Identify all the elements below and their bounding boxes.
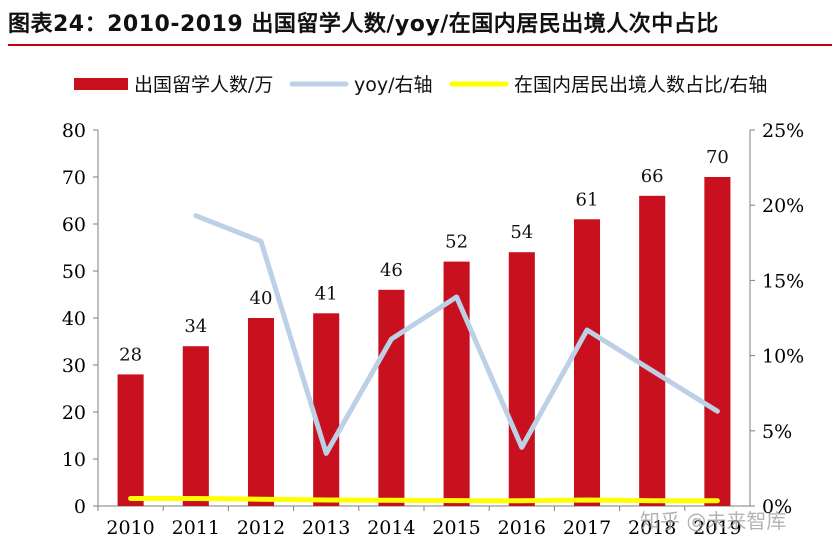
right-tick-label: 0% <box>762 496 792 518</box>
right-tick-label: 15% <box>762 270 804 292</box>
data-labels: 28 34 40 41 46 52 54 61 66 70 <box>119 147 729 365</box>
title-underline <box>8 44 832 46</box>
bar-value-label: 52 <box>445 232 468 253</box>
right-tick-label: 5% <box>762 421 792 443</box>
right-tick-label: 10% <box>762 346 804 368</box>
chart-title: 图表24：2010-2019 出国留学人数/yoy/在国内居民出境人次中占比 <box>8 12 719 37</box>
x-tick-label: 2010 <box>106 517 154 539</box>
bar-2014 <box>378 289 405 506</box>
x-tick-label: 2014 <box>367 517 415 539</box>
bar-value-label: 61 <box>576 189 599 210</box>
right-tick-label: 25% <box>762 120 804 142</box>
bar-value-label: 28 <box>119 344 142 365</box>
bar-2017 <box>573 219 601 507</box>
x-tick-label: 2013 <box>302 517 350 539</box>
watermark: 知乎 @未来智库 <box>640 509 786 533</box>
left-tick-label: 80 <box>62 120 86 142</box>
bar-2019 <box>704 177 731 506</box>
left-tick-label: 30 <box>62 355 86 377</box>
legend-label: 在国内居民出境人数占比/右轴 <box>514 74 767 96</box>
legend: 出国留学人数/万 yoy/右轴 在国内居民出境人数占比/右轴 <box>74 74 767 96</box>
right-tick-label: 20% <box>762 195 804 217</box>
left-tick-label: 20 <box>62 402 86 424</box>
bar-2018 <box>639 195 666 507</box>
x-tick-label: 2012 <box>237 517 285 539</box>
x-tick-label: 2011 <box>172 517 220 539</box>
left-tick-label: 70 <box>62 167 86 189</box>
left-tick-label: 50 <box>62 261 86 283</box>
x-tick-label: 2019 <box>693 517 741 539</box>
x-tick-label: 2016 <box>498 517 546 539</box>
bar-value-label: 70 <box>706 147 729 168</box>
bar-value-label: 40 <box>250 288 273 309</box>
bar-2011 <box>182 346 209 506</box>
legend-label: yoy/右轴 <box>354 74 433 96</box>
left-tick-label: 60 <box>62 214 86 236</box>
legend-swatch-bar <box>74 78 128 90</box>
left-tick-label: 10 <box>62 449 86 471</box>
line-series-2 <box>128 495 720 504</box>
left-tick-label: 40 <box>62 308 86 330</box>
left-tick-label: 0 <box>74 496 86 518</box>
bar-2016 <box>508 252 535 506</box>
bar-value-label: 46 <box>380 260 403 281</box>
x-tick-label: 2015 <box>432 517 480 539</box>
legend-label: 出国留学人数/万 <box>134 74 273 96</box>
x-tick-label: 2017 <box>563 517 611 539</box>
bar-value-label: 54 <box>510 222 533 243</box>
bars <box>117 177 731 507</box>
bar-value-label: 41 <box>315 283 338 304</box>
bar-2010 <box>117 374 144 506</box>
x-tick-label: 2018 <box>628 517 676 539</box>
bar-value-label: 34 <box>184 316 207 337</box>
bar-value-label: 66 <box>641 166 664 187</box>
line-series-1 <box>193 213 720 456</box>
bar-2012 <box>247 318 275 506</box>
bar-2013 <box>313 313 340 506</box>
series-lines <box>128 213 720 504</box>
axes: 0 10 20 30 40 50 60 70 80 0% 5% 10% 15% 20% 25% 2010 201… <box>62 120 804 539</box>
